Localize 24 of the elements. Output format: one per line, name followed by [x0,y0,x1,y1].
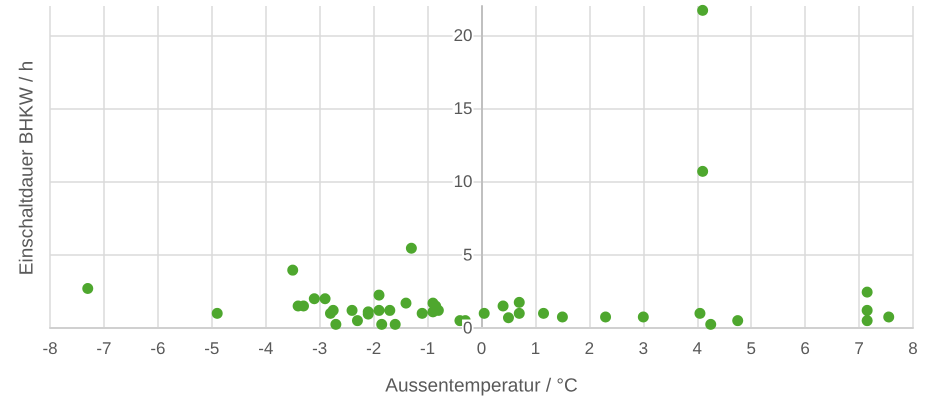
y-tick-label: 15 [454,98,472,118]
x-tick-label: -6 [150,339,166,358]
x-tick-label: -8 [42,339,58,358]
x-tick-label: 4 [692,339,702,358]
x-tick-label: -4 [258,339,274,358]
x-tick-label: -7 [96,339,112,358]
x-tick-label: 6 [800,339,810,358]
x-axis-title: Aussentemperatur / °C [385,376,578,396]
y-tick-label: 20 [454,26,472,45]
x-tick-label: 7 [854,339,864,358]
x-tick-label: 3 [638,339,648,358]
y-tick-label: 10 [454,172,472,192]
x-tick-label: 2 [584,339,594,358]
x-tick-label: -2 [366,339,382,358]
x-tick-label: -3 [312,339,328,358]
x-tick-label: 8 [908,339,918,358]
y-tick-label: 0 [463,318,472,338]
x-tick-label: 1 [530,339,540,358]
x-tick-label: 5 [746,339,756,358]
x-tick-label: 0 [476,339,486,358]
x-tick-label: -1 [420,339,436,358]
y-tick-label: 5 [463,245,472,264]
y-axis-title: Einschaltdauer BHKW / h [16,60,38,276]
x-tick-label: -5 [204,339,220,358]
